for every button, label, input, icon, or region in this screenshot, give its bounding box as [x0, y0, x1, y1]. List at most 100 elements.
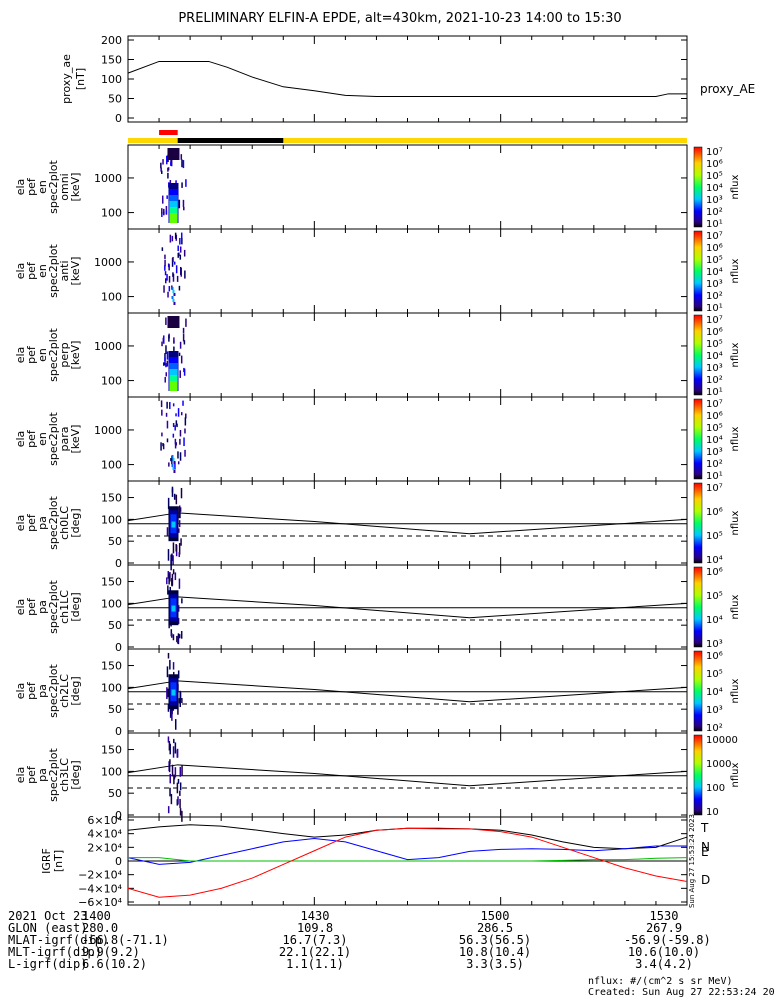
- perp-frame: [127, 312, 688, 398]
- ch1-sparse-pixel: [168, 573, 170, 585]
- ch2-sparse-pixel: [167, 688, 169, 698]
- omni-sparse-pixel: [180, 154, 183, 160]
- ch1-ytick-2: 50: [108, 619, 122, 632]
- anti-sparse-pixel: [169, 234, 172, 243]
- anti-cb-tick-4: 10³: [706, 279, 723, 290]
- perp-sparse-pixel: [180, 355, 183, 364]
- ch2-ylabel-0: ela: [14, 683, 27, 700]
- anti-sparse-pixel: [181, 237, 183, 245]
- anti-sparse-pixel: [164, 265, 166, 271]
- ch0-frame: [127, 480, 688, 566]
- anti-cb-tick-3: 10⁴: [706, 267, 723, 278]
- ch2-ytick-2: 50: [108, 703, 122, 716]
- footer-cell: 267.9: [645, 921, 683, 935]
- igrf-ytick-6: −6×10⁴: [78, 896, 122, 909]
- perp-sparse-pixel: [164, 353, 166, 362]
- perp-ytick-0: 1000: [94, 340, 122, 353]
- omni-sparse-pixel: [162, 159, 164, 165]
- ch2-cb-label: nflux: [730, 678, 741, 703]
- perp-sparse-pixel: [179, 370, 181, 378]
- perp-cb-tick-4: 10³: [706, 363, 723, 374]
- omni-ylabel-3: spec2plot: [47, 160, 60, 214]
- para-ylabel-3: spec2plot: [47, 412, 60, 466]
- ch0-cb-tick-3: 10⁴: [706, 555, 723, 566]
- ch2-cb-tick-1: 10⁵: [706, 669, 723, 680]
- ch3-sparse-pixel: [174, 742, 177, 754]
- anti-ylabel-0: ela: [14, 263, 27, 280]
- para-cb-tick-5: 10²: [706, 459, 723, 470]
- anti-ylabel-3: spec2plot: [47, 244, 60, 298]
- anti-colorbar: [693, 230, 703, 312]
- ch2-sparse-pixel: [177, 670, 180, 679]
- perp-sparse-pixel: [183, 367, 185, 373]
- para-low-pixels: [173, 461, 176, 464]
- ch3-ytick-3: 0: [115, 809, 122, 822]
- para-sparse-pixel: [160, 400, 163, 408]
- anti-cb-tick-5: 10²: [706, 291, 723, 302]
- ch0-ylabel-1: pef: [25, 513, 38, 532]
- igrf-ylabel-0: IGRF: [40, 848, 53, 874]
- anti-cb-tick-6: 10¹: [706, 303, 723, 314]
- perp-sparse-pixel: [166, 351, 169, 360]
- para-sparse-pixel: [172, 433, 175, 438]
- para-frame: [127, 396, 688, 482]
- ch2-sparse-pixel: [177, 703, 179, 715]
- omni-cb-label: nflux: [730, 174, 741, 199]
- ch2-sparse-pixel: [174, 719, 177, 730]
- anti-ylabel-5: [keV]: [69, 257, 82, 286]
- para-sparse-pixel: [183, 437, 185, 447]
- proxy-ae-line: [127, 60, 687, 98]
- omni-sparse-pixel: [161, 195, 164, 204]
- ch1-loss-cone-solid: [127, 596, 688, 619]
- ch3-sparse-pixel: [170, 793, 173, 805]
- ch2-sparse-pixel: [171, 710, 173, 721]
- igrf-legend-N: N: [701, 840, 710, 854]
- anti-sparse-pixel: [179, 246, 182, 253]
- ch3-sparse-pixel: [171, 764, 174, 777]
- omni-cb-tick-5: 10²: [706, 207, 723, 218]
- ch1-sparse-pixel: [177, 633, 180, 645]
- igrf-stamp: Sun Aug 27 15:53:24 2023: [688, 814, 696, 908]
- perp-ytick-1: 100: [101, 375, 122, 388]
- ch2-ytick-3: 0: [115, 725, 122, 738]
- perp-cb-tick-0: 10⁷: [706, 315, 723, 326]
- para-sparse-pixel: [171, 455, 173, 465]
- ch1-ylabel-2: pa: [36, 600, 49, 614]
- footer-cell: 56.3(56.5): [458, 933, 532, 947]
- igrf-legend-E: E: [701, 845, 709, 859]
- para-sparse-pixel: [182, 400, 184, 406]
- anti-sparse-pixel: [164, 278, 167, 284]
- ch1-ylabel-1: pef: [25, 597, 38, 616]
- ch3-sparse-pixel: [173, 738, 175, 744]
- perp-intense-band: [169, 381, 177, 391]
- perp-cb-tick-2: 10⁵: [706, 339, 723, 350]
- perp-sparse-pixel: [168, 335, 170, 342]
- omni-cb-tick-4: 10³: [706, 195, 723, 206]
- ch1-ylabel-3: spec2plot: [47, 580, 60, 634]
- igrf-ylabel-1: [nT]: [52, 850, 65, 872]
- ch1-sparse-pixel: [174, 572, 177, 581]
- ch3-sparse-pixel: [179, 766, 182, 777]
- ch1-sparse-pixel: [171, 578, 173, 587]
- omni-sparse-pixel: [167, 167, 169, 172]
- para-ylabel-5: [keV]: [69, 425, 82, 454]
- orbit-bar-red: [159, 130, 178, 135]
- igrf-series-N: [127, 837, 687, 865]
- ch0-sparse-pixel: [178, 552, 181, 558]
- ch0-sparse-pixel: [179, 507, 182, 512]
- ch0-core: [171, 521, 176, 528]
- para-sparse-pixel: [162, 442, 164, 447]
- ch3-sparse-pixel: [177, 778, 180, 784]
- para-sparse-pixel: [184, 417, 187, 426]
- para-ylabel-4: para: [58, 427, 71, 452]
- omni-intense-band: [169, 213, 177, 223]
- ch0-sparse-pixel: [170, 554, 172, 566]
- ch0-ytick-3: 0: [115, 557, 122, 570]
- footer-cell: 16.7(7.3): [282, 933, 348, 947]
- ch2-core: [171, 689, 176, 696]
- perp-cb-tick-6: 10¹: [706, 387, 723, 398]
- ch1-sparse-pixel: [180, 630, 183, 639]
- footer-cell: 10.8(10.4): [458, 945, 532, 959]
- anti-sparse-pixel: [164, 259, 166, 267]
- para-low-pixels: [172, 458, 175, 461]
